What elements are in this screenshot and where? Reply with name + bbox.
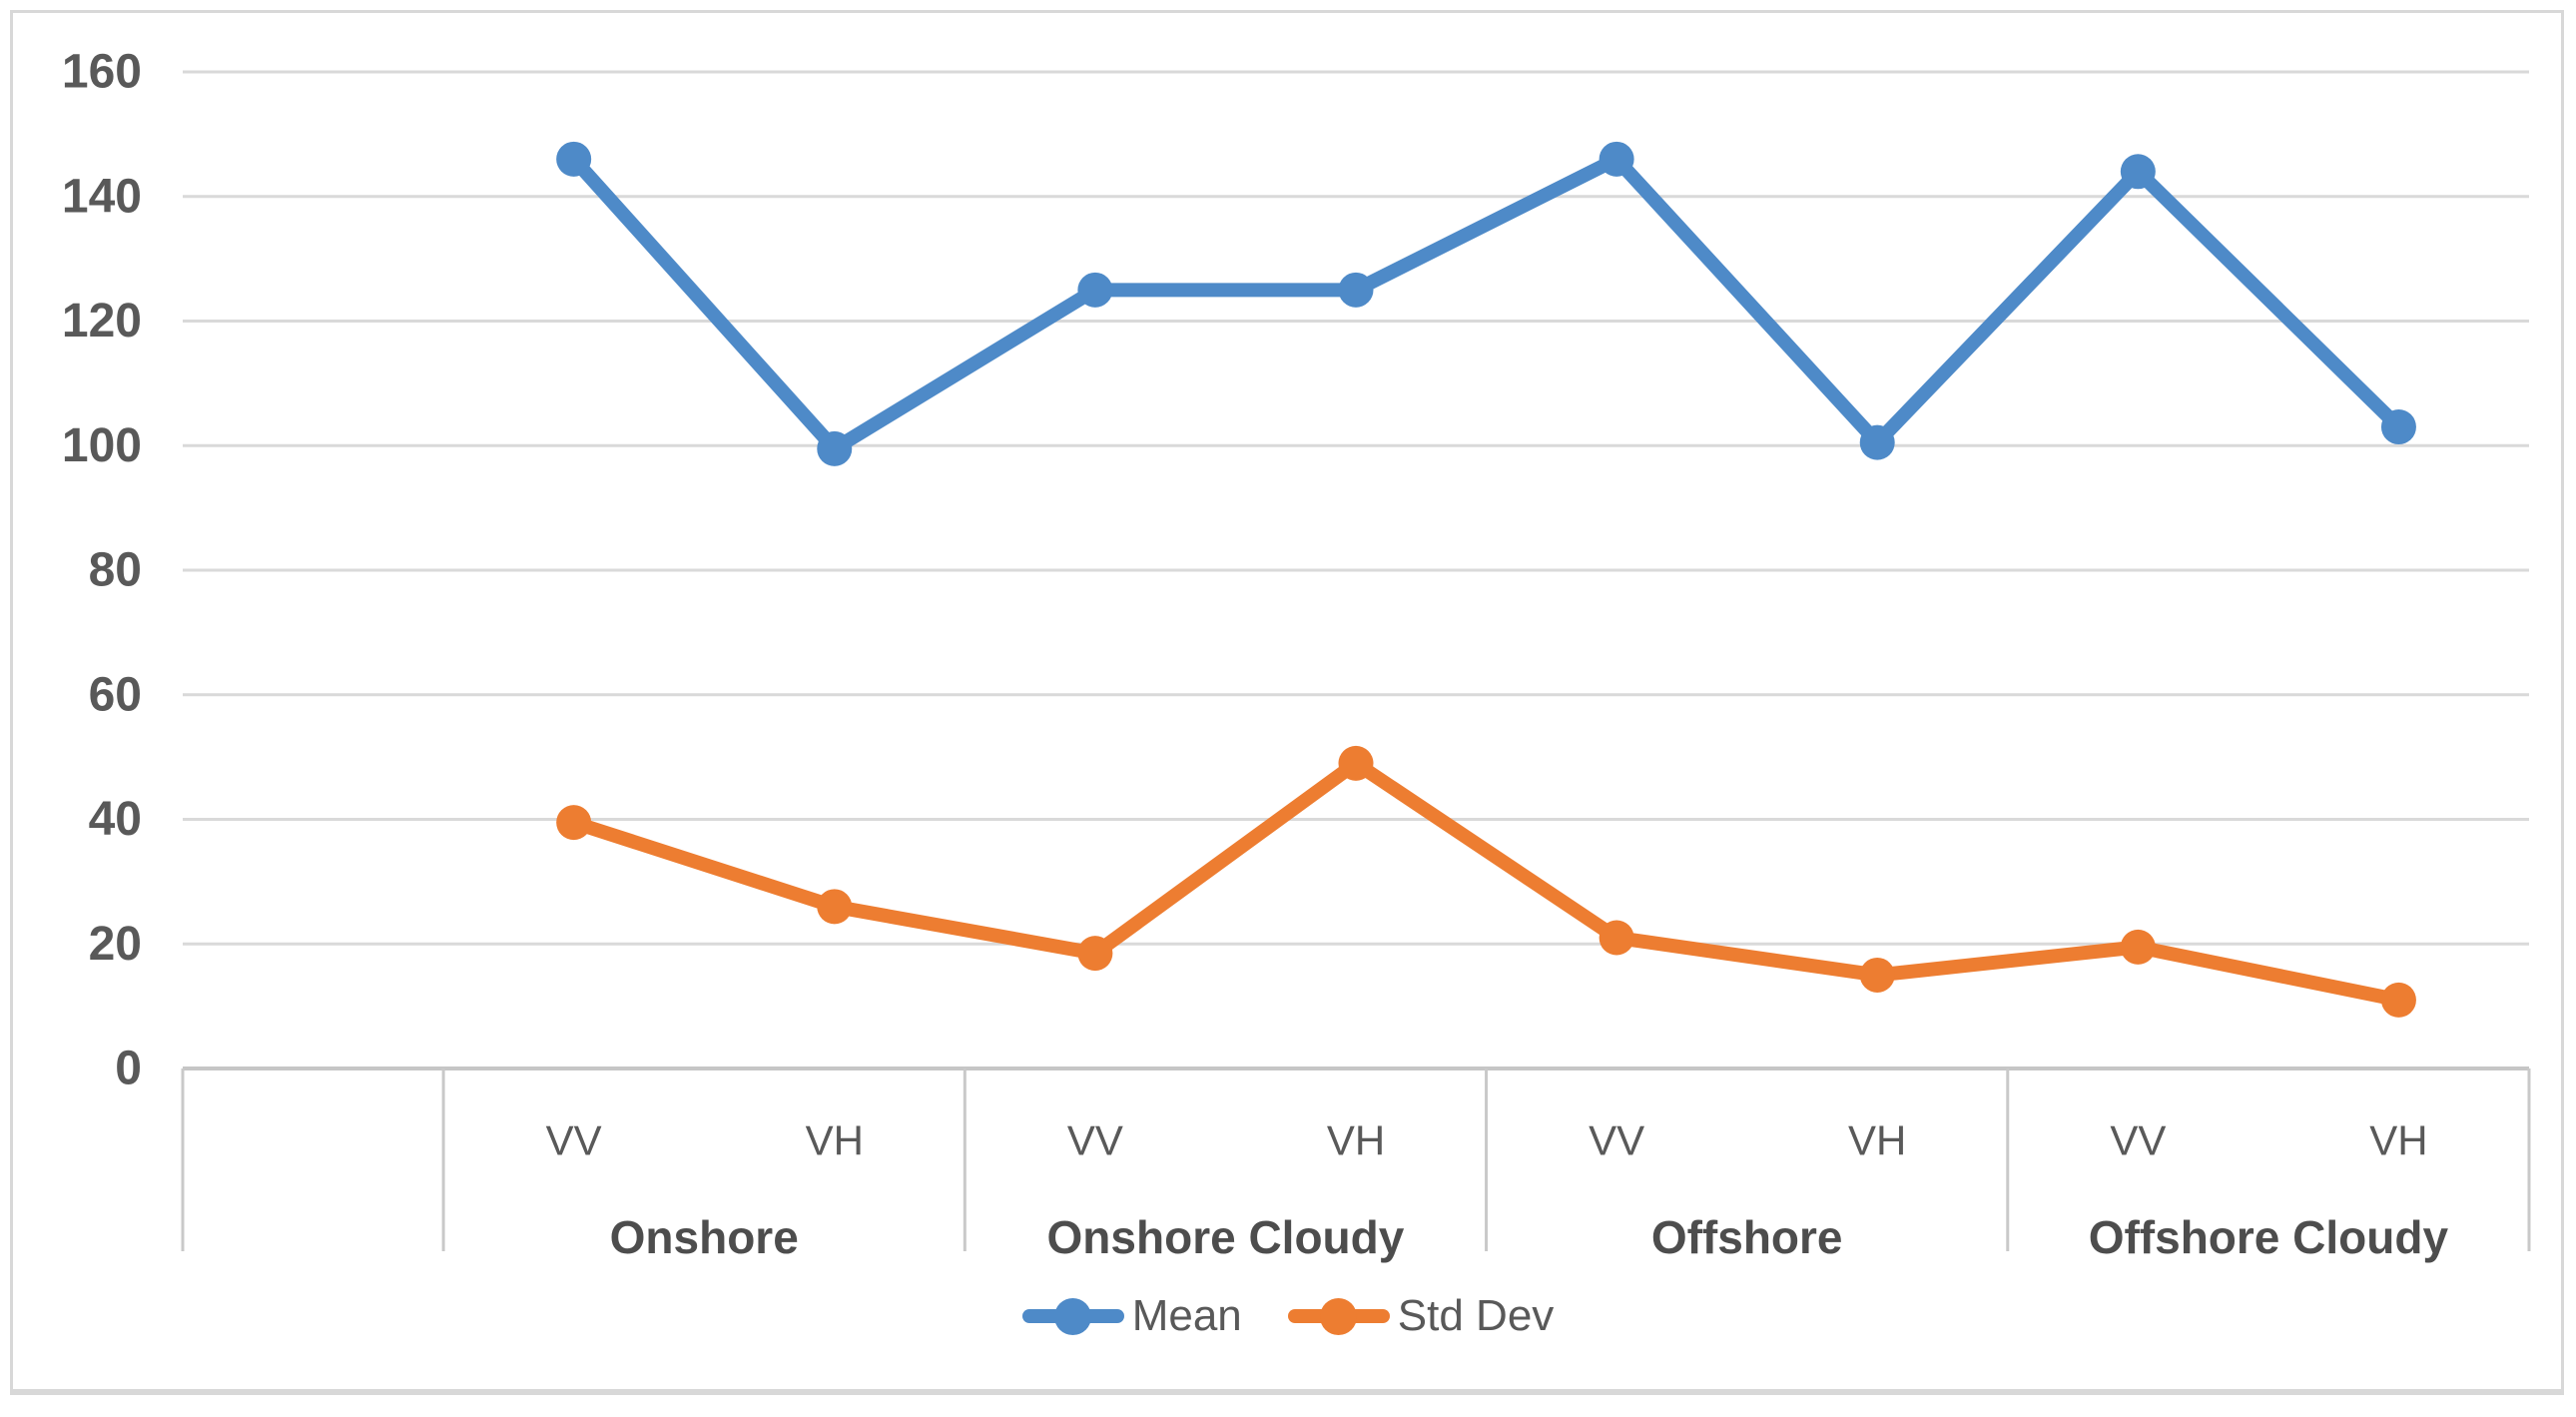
- y-tick-label: 40: [89, 793, 142, 846]
- series-marker: [1338, 745, 1374, 781]
- y-tick-label: 0: [115, 1043, 142, 1095]
- legend-item-mean: Mean: [1021, 1291, 1242, 1340]
- series-marker: [1599, 920, 1634, 956]
- sub-category-labels: VV VH VV VH VV VH VV VH: [546, 1117, 2428, 1164]
- group-labels: Onshore Onshore Cloudy Offshore Offshore Cl…: [610, 1211, 2449, 1263]
- y-tick-label: 100: [62, 419, 142, 472]
- series-marker: [1338, 272, 1374, 308]
- legend-item-std-dev: Std Dev: [1287, 1291, 1555, 1340]
- category-label: VH: [1327, 1117, 1385, 1164]
- y-tick-label: 140: [62, 170, 142, 223]
- series-marker: [2120, 154, 2156, 190]
- legend-dot-icon: [1054, 1297, 1092, 1335]
- series-marker: [1599, 141, 1634, 177]
- y-tick-label: 120: [62, 295, 142, 348]
- category-label: VH: [806, 1117, 864, 1164]
- y-tick-label: 80: [89, 544, 142, 597]
- category-label: VV: [1589, 1117, 1644, 1164]
- series-marker: [2380, 982, 2416, 1018]
- y-tick-label: 160: [62, 46, 142, 99]
- category-label: VH: [1848, 1117, 1906, 1164]
- legend-dot-icon: [1320, 1297, 1358, 1335]
- legend-line-marker-icon: [1287, 1297, 1390, 1335]
- series-line: [566, 756, 2406, 1008]
- group-label: Offshore Cloudy: [2089, 1211, 2449, 1263]
- series-marker: [1077, 272, 1113, 308]
- series-mean: [556, 141, 2416, 466]
- y-tick-label: 20: [89, 918, 142, 971]
- series-marker: [817, 430, 853, 466]
- group-label: Offshore: [1651, 1211, 1843, 1263]
- series-marker: [556, 805, 592, 841]
- category-label: VV: [546, 1117, 602, 1164]
- category-label: VV: [1067, 1117, 1123, 1164]
- y-tick-label: 60: [89, 668, 142, 721]
- series-line: [566, 152, 2406, 456]
- series-std-dev: [556, 745, 2416, 1018]
- legend-label: Mean: [1131, 1291, 1242, 1340]
- series-marker: [556, 141, 592, 177]
- series-marker: [817, 889, 853, 925]
- category-label: VV: [2110, 1117, 2166, 1164]
- legend: Mean Std Dev: [0, 1294, 2576, 1338]
- series-marker: [1859, 424, 1895, 460]
- group-label: Onshore: [610, 1211, 799, 1263]
- category-dividers: [181, 1068, 2531, 1251]
- legend-label: Std Dev: [1397, 1291, 1555, 1340]
- series-marker: [1859, 957, 1895, 993]
- series-marker: [2120, 929, 2156, 965]
- legend-line-marker-icon: [1021, 1297, 1124, 1335]
- category-label: VH: [2369, 1117, 2427, 1164]
- series-marker: [1077, 936, 1113, 972]
- group-label: Onshore Cloudy: [1047, 1211, 1405, 1263]
- series-marker: [2380, 409, 2416, 445]
- y-axis-tick-labels: 160 140 120 100 80 60 40 20 0: [62, 46, 142, 1095]
